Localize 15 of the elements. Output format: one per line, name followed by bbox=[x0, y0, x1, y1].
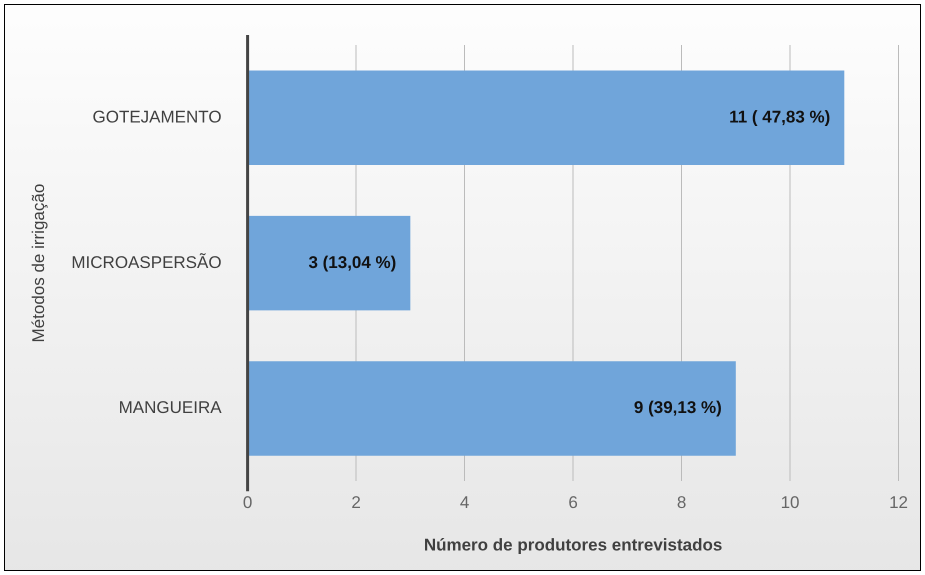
data-label: 11 ( 47,83 %) bbox=[729, 107, 830, 126]
x-axis-title: Número de produtores entrevistados bbox=[424, 535, 722, 554]
x-tick-label: 8 bbox=[676, 493, 686, 512]
x-tick-label: 10 bbox=[780, 493, 800, 512]
y-axis-title: Métodos de irrigação bbox=[28, 184, 48, 342]
y-tick-label: GOTEJAMENTO bbox=[92, 107, 222, 126]
y-tick-label: MICROASPERSÃO bbox=[71, 252, 222, 272]
x-tick-label: 12 bbox=[889, 493, 908, 512]
x-tick-label: 4 bbox=[460, 493, 470, 512]
x-tick-label: 2 bbox=[351, 493, 361, 512]
data-label: 9 (39,13 %) bbox=[634, 398, 722, 418]
y-tick-label: MANGUEIRA bbox=[118, 398, 222, 418]
x-tick-label: 0 bbox=[242, 493, 252, 512]
x-tick-label: 6 bbox=[568, 493, 578, 512]
data-label: 3 (13,04 %) bbox=[308, 252, 396, 272]
